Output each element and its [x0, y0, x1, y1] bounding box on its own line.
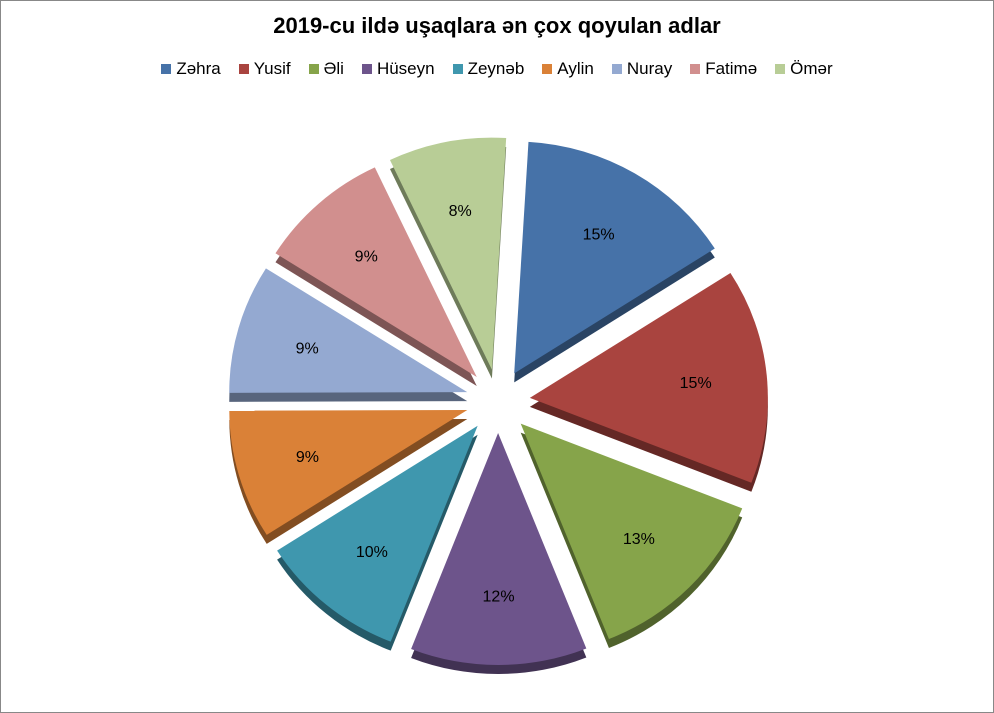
legend-label: Ömər	[790, 59, 833, 78]
legend-swatch	[161, 64, 172, 74]
legend-swatch	[238, 64, 249, 74]
legend-swatch	[690, 64, 701, 74]
data-label: 10%	[356, 544, 388, 561]
pie-slice-Yusif	[529, 273, 768, 483]
legend-item: Zəhra	[161, 59, 221, 79]
data-label: 8%	[449, 203, 472, 220]
data-label: 9%	[296, 449, 319, 466]
data-label: 15%	[680, 375, 712, 392]
legend-item: Nuray	[611, 59, 673, 79]
legend-swatch	[775, 64, 786, 74]
legend-label: Fatimə	[705, 59, 758, 78]
data-label: 15%	[583, 226, 615, 243]
legend-item: Əli	[308, 59, 344, 79]
pie-slice-Nuray	[229, 268, 468, 393]
legend-label: Nuray	[626, 59, 673, 78]
legend-item: Hüseyn	[361, 59, 435, 79]
pie-slice-Zəhra	[514, 141, 715, 374]
legend-item: Ömər	[775, 59, 833, 79]
legend-label: Əli	[323, 59, 344, 78]
legend: Zəhra Yusif Əli Hüseyn Zeynəb Aylin Nuray Fatim…	[1, 59, 993, 79]
legend-item: Aylin	[542, 59, 594, 79]
legend-swatch	[611, 64, 622, 74]
pie-slice-Əli	[520, 423, 743, 640]
chart-title: 2019-cu ildə uşaqlara ən çox qoyulan adl…	[273, 13, 721, 38]
pie-slice-Aylin	[229, 410, 468, 535]
legend-label: Zeynəb	[467, 59, 525, 78]
pie-slice-Zeynəb	[277, 425, 478, 642]
legend-swatch	[452, 64, 463, 74]
legend-label: Zəhra	[176, 59, 221, 78]
legend-item: Yusif	[238, 59, 291, 79]
pie-slice-Ömər	[389, 137, 507, 370]
data-label: 9%	[355, 249, 378, 266]
data-label: 12%	[483, 588, 515, 605]
data-label: 13%	[623, 531, 655, 548]
data-label: 9%	[296, 340, 319, 357]
legend-item: Fatimə	[690, 59, 757, 79]
legend-label: Yusif	[253, 59, 291, 78]
legend-item: Zeynəb	[452, 59, 525, 79]
legend-swatch	[361, 64, 372, 74]
pie-slice-Hüseyn	[411, 432, 587, 665]
legend-swatch	[308, 64, 319, 74]
legend-label: Hüseyn	[376, 59, 435, 78]
legend-label: Aylin	[557, 59, 594, 78]
legend-swatch	[542, 64, 553, 74]
pie-slice-Fatimə	[275, 167, 477, 378]
